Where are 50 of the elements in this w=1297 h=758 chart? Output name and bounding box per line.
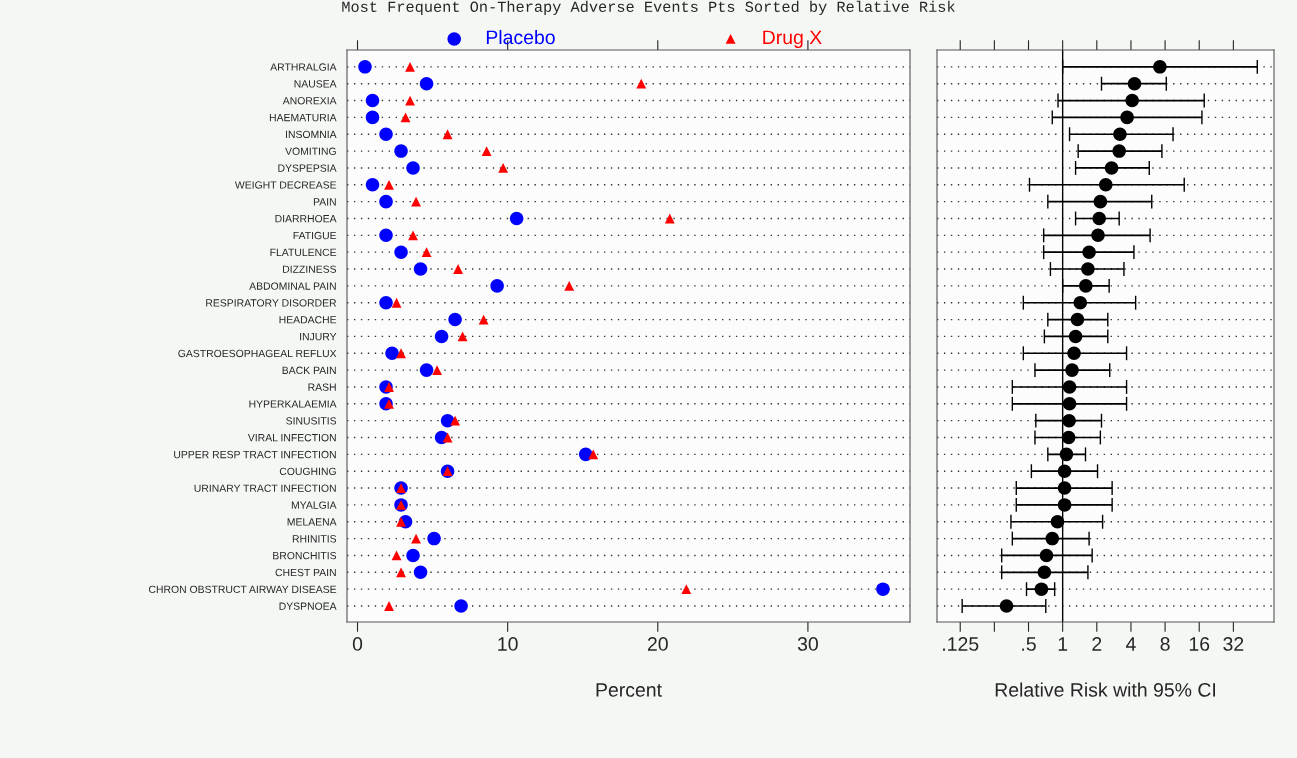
y-tick-label: RESPIRATORY DISORDER xyxy=(206,299,337,307)
legend-label: Placebo xyxy=(486,29,555,45)
x-tick-label: 20 xyxy=(647,637,668,651)
x-axis-title: Relative Risk with 95% CI xyxy=(995,682,1216,697)
y-tick-label: COUGHING xyxy=(279,467,336,476)
y-tick-label: DYSPNOEA xyxy=(279,602,337,610)
y-tick-label: RHINITIS xyxy=(292,535,337,543)
y-tick-label: DIZZINESS xyxy=(283,265,337,273)
y-tick-label: INSOMNIA xyxy=(286,130,337,139)
x-tick-label: 2 xyxy=(1092,637,1102,651)
x-tick-label: .5 xyxy=(1022,637,1036,651)
legend-label: Drug X xyxy=(763,30,822,49)
x-tick-label: 8 xyxy=(1160,637,1170,651)
x-axis-title: Percent xyxy=(596,683,662,697)
y-tick-label: ARTHRALGIA xyxy=(270,63,337,71)
y-tick-label: PAIN xyxy=(313,198,336,206)
y-tick-label: HAEMATURIA xyxy=(269,114,337,122)
y-tick-label: CHRON OBSTRUCT AIRWAY DISEASE xyxy=(148,585,337,594)
y-tick-label: BRONCHITIS xyxy=(273,551,337,560)
y-tick-label: URINARY TRACT INFECTION xyxy=(194,484,336,492)
y-tick-label: ABDOMINAL PAIN xyxy=(249,282,336,290)
y-tick-label: VOMITING xyxy=(285,147,336,155)
y-tick-label: HEADACHE xyxy=(279,316,337,324)
x-tick-label: 30 xyxy=(797,637,818,651)
y-tick-label: VIRAL INFECTION xyxy=(247,434,336,442)
y-tick-label: INJURY xyxy=(300,333,337,341)
x-tick-label: 32 xyxy=(1223,637,1244,651)
y-tick-label: GASTROESOPHAGEAL REFLUX xyxy=(178,349,337,358)
y-tick-label: RASH xyxy=(308,383,336,391)
x-tick-label: .125 xyxy=(943,637,979,651)
chart-title: Most Frequent On-Therapy Adverse Events Pts Sorted by Relative Risk xyxy=(342,0,955,15)
y-tick-label: FLATULENCE xyxy=(270,248,337,257)
y-tick-label: HYPERKALAEMIA xyxy=(249,400,337,408)
y-tick-label: NAUSEA xyxy=(294,80,337,88)
x-tick-label: 10 xyxy=(498,637,518,651)
x-tick-label: 4 xyxy=(1125,637,1136,651)
x-tick-label: 0 xyxy=(352,637,363,651)
x-tick-label: 16 xyxy=(1189,637,1210,651)
y-tick-label: ANOREXIA xyxy=(282,97,337,105)
y-tick-label: WEIGHT DECREASE xyxy=(234,181,337,189)
x-tick-label: 1 xyxy=(1058,637,1068,651)
y-tick-label: MYALGIA xyxy=(291,501,337,509)
y-tick-label: FATIGUE xyxy=(293,231,337,240)
y-tick-label: BACK PAIN xyxy=(282,366,336,374)
y-tick-label: DIARRHOEA xyxy=(275,214,337,223)
y-tick-label: SINUSITIS xyxy=(286,417,337,425)
y-tick-label: CHEST PAIN xyxy=(275,568,336,577)
y-tick-label: MELAENA xyxy=(287,518,337,526)
y-tick-label: UPPER RESP TRACT INFECTION xyxy=(174,450,336,459)
y-tick-label: DYSPEPSIA xyxy=(278,164,337,172)
